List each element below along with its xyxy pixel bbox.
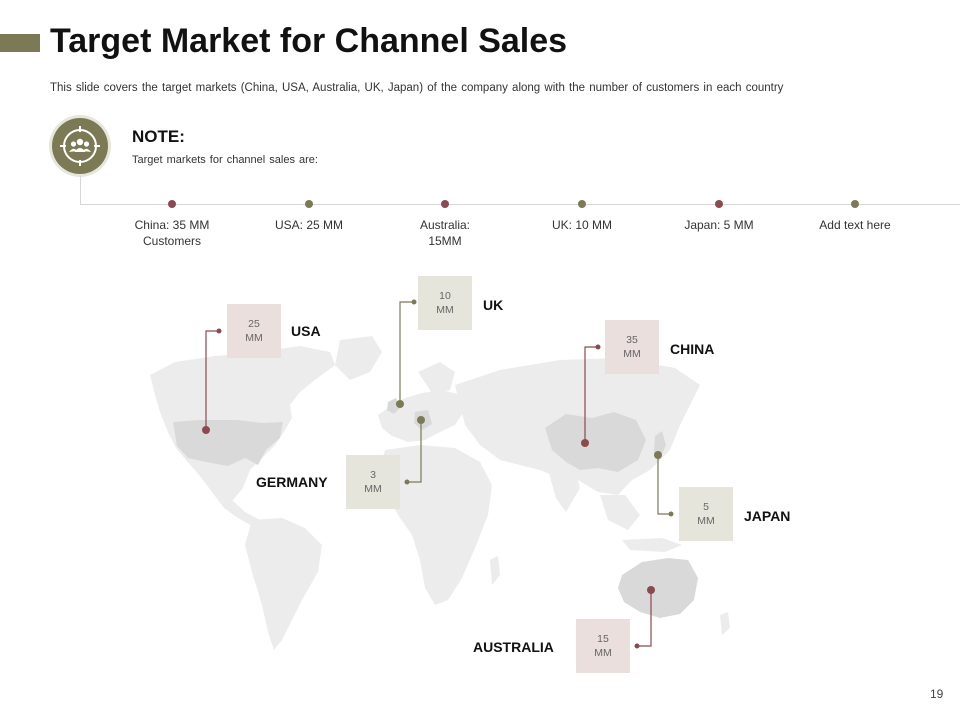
note-badge <box>52 118 108 174</box>
timeline-line <box>80 204 960 205</box>
connector-uk <box>399 301 414 404</box>
pin-uk <box>396 400 404 408</box>
market-box-australia: 15 MM <box>576 619 630 673</box>
pin-usa-end <box>216 328 222 334</box>
map-southeast-asia <box>600 495 640 530</box>
pin-china-end <box>595 344 601 350</box>
connector-germany <box>407 420 422 483</box>
map-new-zealand <box>720 612 730 635</box>
market-box-uk: 10 MM <box>418 276 472 330</box>
map-south-america <box>245 518 322 650</box>
timeline-dot-australia <box>441 200 449 208</box>
timeline-label-uk: UK: 10 MM <box>551 218 612 232</box>
map-china <box>545 412 646 472</box>
pin-japan <box>654 451 662 459</box>
map-greenland <box>335 336 382 380</box>
market-box-usa: 25 MM <box>227 304 281 358</box>
timeline-label-add-text: Add text here <box>819 218 891 232</box>
page-subtitle: This slide covers the target markets (Ch… <box>50 82 784 94</box>
timeline-dot-add-text <box>851 200 859 208</box>
map-india <box>548 470 580 512</box>
map-scandinavia <box>418 362 455 393</box>
country-label-japan: JAPAN <box>744 508 791 524</box>
timeline-dot-japan <box>715 200 723 208</box>
market-box-germany: 3 MM <box>346 455 400 509</box>
map-usa <box>173 420 283 466</box>
note-text: Target markets for channel sales are: <box>132 154 318 166</box>
country-label-usa: USA <box>291 323 321 339</box>
pin-usa <box>202 426 210 434</box>
connector-china <box>584 346 598 443</box>
market-box-japan: 5 MM <box>679 487 733 541</box>
map-central-america <box>212 492 260 526</box>
pin-australia-end <box>634 643 640 649</box>
country-label-australia: AUSTRALIA <box>473 639 554 655</box>
map-indonesia <box>622 538 682 552</box>
country-label-uk: UK <box>483 297 504 313</box>
page-title: Target Market for Channel Sales <box>50 22 568 60</box>
pin-japan-end <box>668 511 674 517</box>
country-label-china: CHINA <box>670 341 715 357</box>
timeline-dot-usa <box>305 200 313 208</box>
connector-australia <box>637 590 652 647</box>
map-australia <box>618 558 698 618</box>
group-target-icon <box>60 126 100 166</box>
timeline-label-usa: USA: 25 MM <box>274 218 343 232</box>
title-accent-bar <box>0 34 40 52</box>
timeline-label-china: China: 35 MM Customers <box>134 218 210 248</box>
pin-uk-end <box>411 299 417 305</box>
note-title: NOTE: <box>132 127 185 146</box>
page-number: 19 <box>930 687 944 701</box>
timeline-label-australia: Australia: 15MM <box>419 218 471 248</box>
timeline-dot-china <box>168 200 176 208</box>
map-africa <box>380 445 492 605</box>
country-label-germany: GERMANY <box>256 474 328 490</box>
map-madagascar <box>490 556 500 585</box>
connector-japan <box>657 455 671 515</box>
pin-china <box>581 439 589 447</box>
pin-germany-end <box>404 479 410 485</box>
market-box-china: 35 MM <box>605 320 659 374</box>
timeline-connector <box>80 176 81 204</box>
pin-australia <box>647 586 655 594</box>
timeline-label-japan: Japan: 5 MM <box>684 218 754 232</box>
timeline-dot-uk <box>578 200 586 208</box>
pin-germany <box>417 416 425 424</box>
connector-usa <box>205 330 219 430</box>
